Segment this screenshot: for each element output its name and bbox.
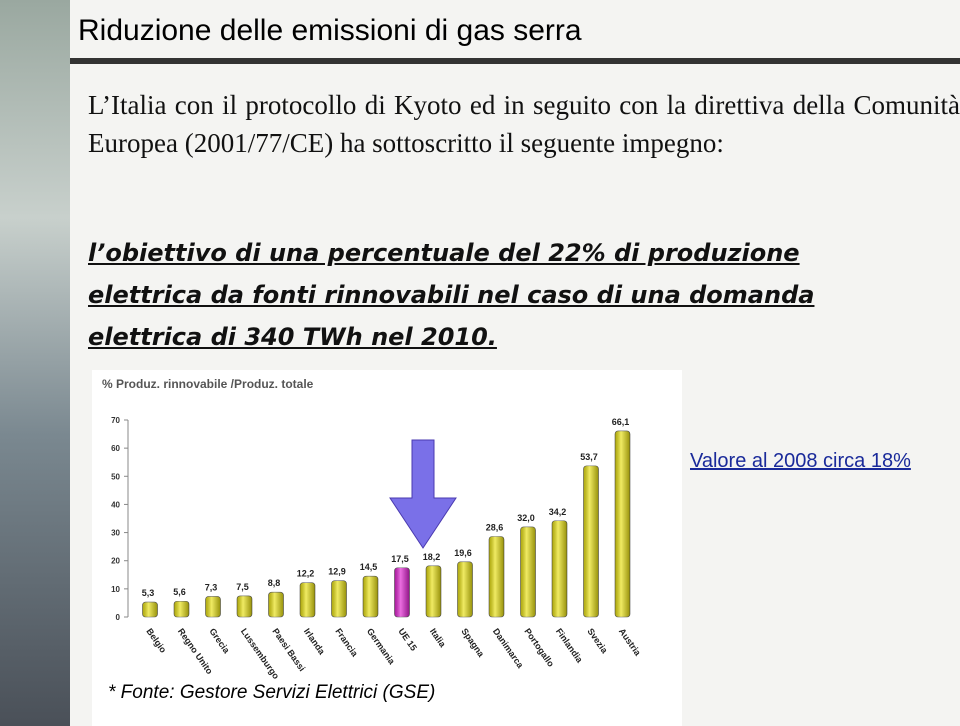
value-label: 19,6	[454, 548, 472, 558]
x-tick-label: Grecia	[207, 626, 232, 656]
bar	[583, 465, 599, 618]
value-label: 5,3	[142, 588, 155, 598]
bar	[268, 591, 284, 618]
x-tick-label: Spagna	[459, 626, 486, 659]
side-image	[0, 0, 70, 726]
value-label: 66,1	[612, 417, 630, 427]
value-label: 14,5	[360, 562, 378, 572]
x-tick-label: Portogallo	[522, 626, 556, 669]
bar	[236, 595, 253, 618]
y-tick-label: 40	[111, 500, 120, 509]
y-tick-label: 20	[111, 557, 120, 566]
value-label: 18,2	[423, 552, 441, 562]
bar	[551, 520, 568, 618]
value-label: 32,0	[517, 513, 535, 523]
value-label: 7,3	[205, 582, 218, 592]
value-label: 12,9	[328, 567, 346, 577]
y-tick-label: 0	[116, 613, 121, 622]
paragraph: L’Italia con il protocollo di Kyoto ed i…	[88, 90, 960, 158]
arrow	[389, 439, 457, 549]
x-tick-label: UE 15	[396, 626, 419, 652]
chart-title: % Produz. rinnovabile /Produz. totale	[102, 377, 314, 391]
bar	[173, 600, 190, 618]
y-tick-label: 30	[111, 529, 120, 538]
bar	[205, 596, 221, 618]
bar	[331, 580, 347, 618]
value-label: 8,8	[268, 578, 281, 588]
y-tick-label: 60	[111, 444, 120, 453]
value-label: 34,2	[549, 507, 567, 517]
bar	[394, 567, 410, 618]
value-label: 7,5	[236, 582, 249, 592]
bar	[362, 575, 379, 618]
bar	[142, 601, 158, 618]
value-label: 53,7	[580, 452, 598, 462]
x-tick-label: Irlanda	[302, 626, 328, 657]
value-label: 17,5	[391, 554, 409, 564]
x-tick-label: Italia	[428, 626, 449, 649]
y-tick-label: 70	[111, 416, 120, 425]
value-label: 5,6	[173, 587, 186, 597]
bar	[520, 526, 536, 618]
bar	[488, 536, 505, 618]
x-tick-label: Svezia	[585, 626, 610, 656]
x-tick-label: Danimarca	[491, 626, 526, 670]
title-rule	[70, 58, 960, 64]
y-tick-label: 10	[111, 585, 120, 594]
value-label: 28,6	[486, 523, 504, 533]
annotation: Valore al 2008 circa 18%	[690, 450, 911, 472]
bar	[614, 430, 631, 618]
x-tick-label: Austria	[617, 626, 644, 658]
bar	[299, 582, 316, 618]
footnote: * Fonte: Gestore Servizi Elettrici (GSE)	[108, 682, 436, 703]
value-label: 12,2	[297, 569, 315, 579]
y-tick-label: 50	[111, 472, 120, 481]
bar	[457, 561, 473, 618]
slide-title: Riduzione delle emissioni di gas serra	[78, 14, 582, 47]
highlight-text: l’obiettivo di una percentuale del 22% d…	[88, 239, 815, 351]
bar	[425, 565, 442, 618]
x-tick-label: Belgio	[144, 626, 168, 655]
x-tick-label: Germania	[365, 626, 398, 667]
x-tick-label: Finlandia	[554, 626, 585, 665]
x-tick-label: Francia	[333, 626, 360, 659]
